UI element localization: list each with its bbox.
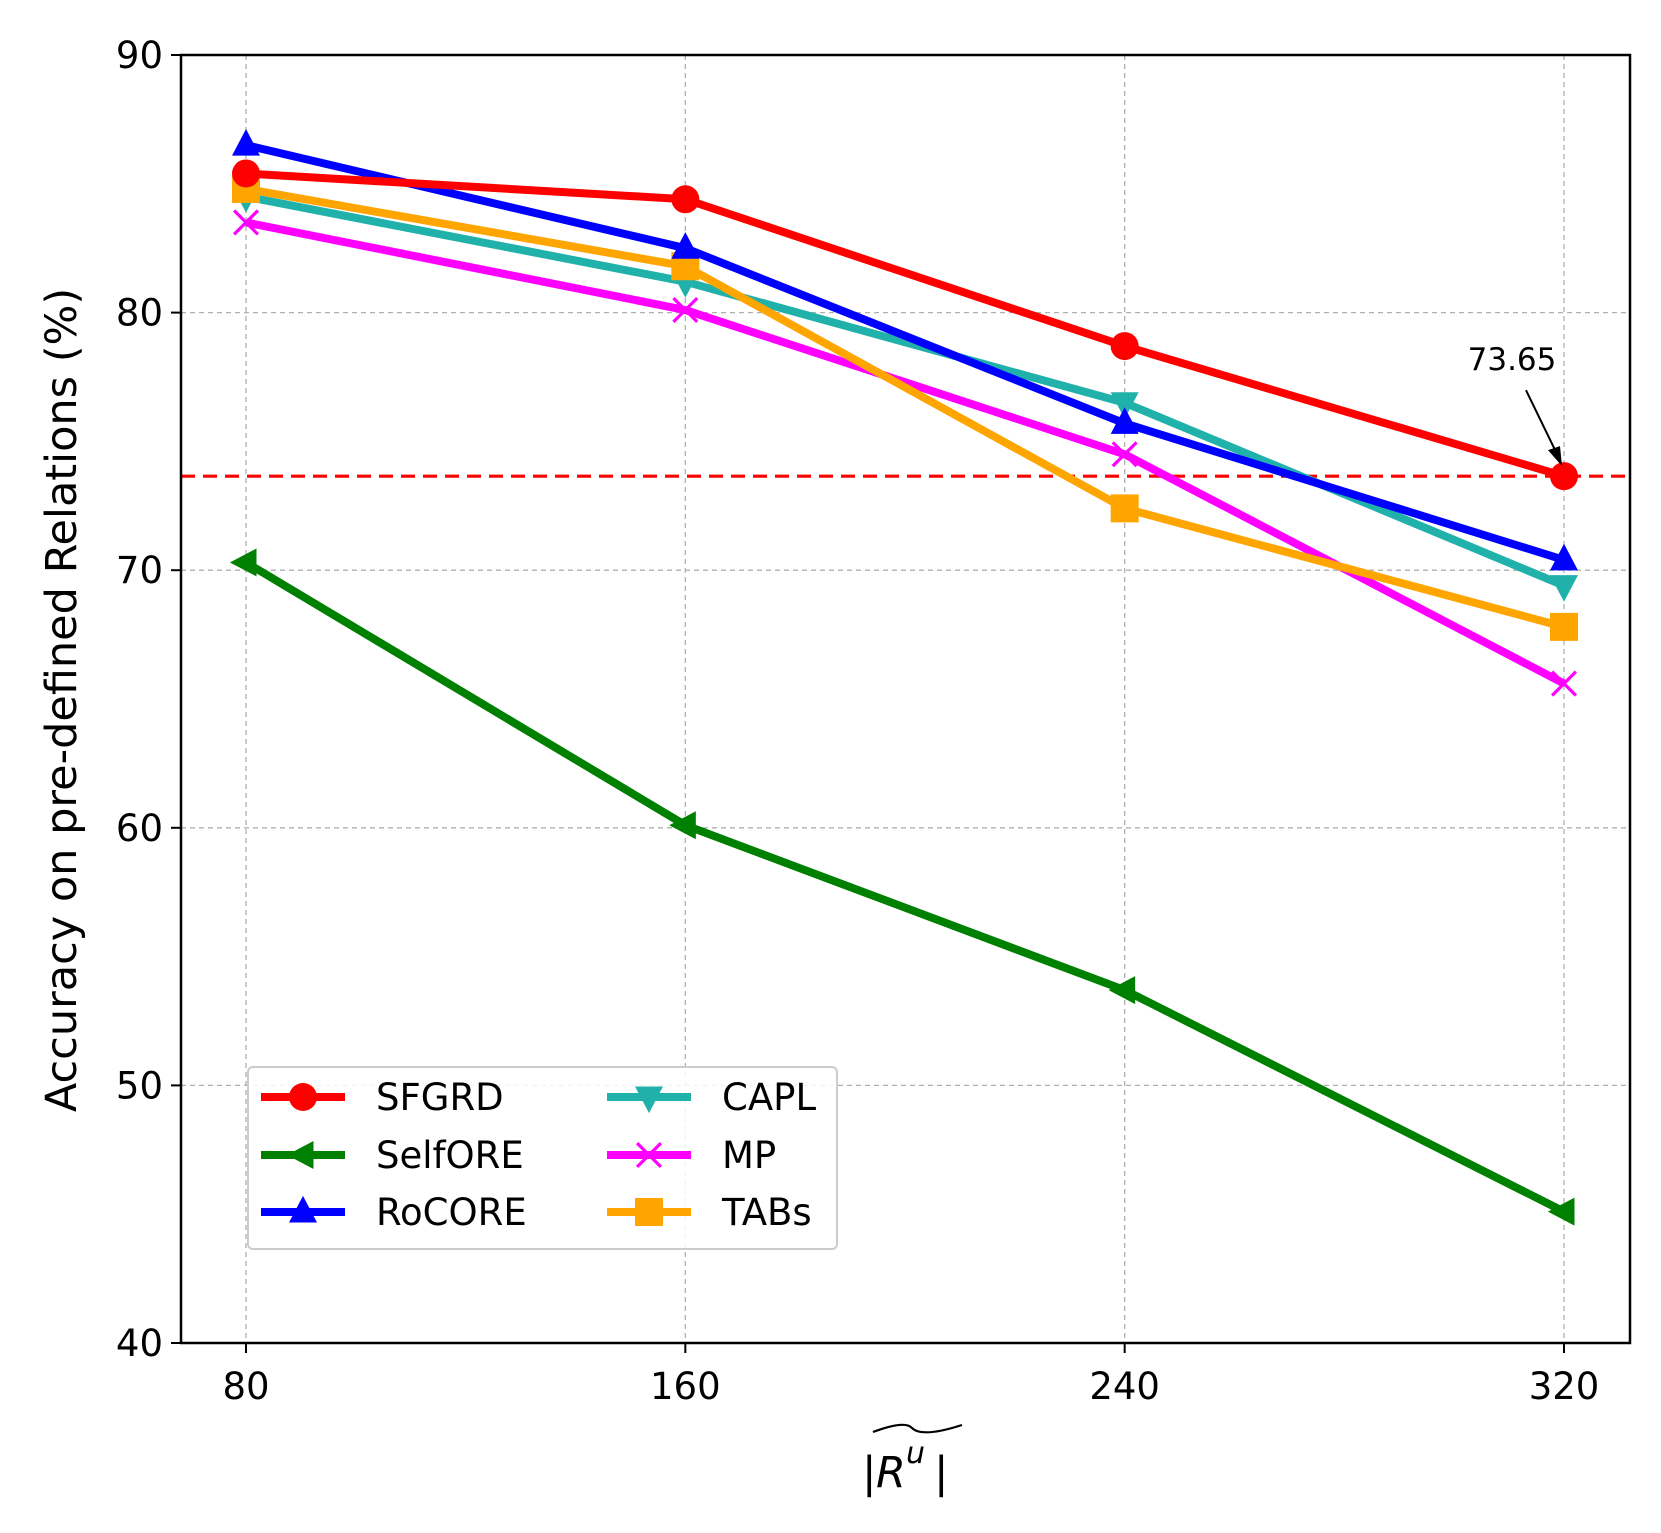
data-point	[1550, 462, 1578, 491]
legend-label: SFGRD	[376, 1076, 504, 1119]
data-point	[671, 185, 700, 214]
y-tick-label: 40	[116, 1322, 163, 1365]
legend-marker	[635, 1086, 663, 1114]
legend-label: RoCORE	[376, 1191, 527, 1234]
legend-marker	[635, 1198, 663, 1226]
series-mp	[232, 209, 1578, 697]
annotation-arrowhead	[1548, 446, 1562, 467]
legend: SFGRD SelfORE RoCORE CAPL MP TABs	[247, 1066, 838, 1250]
legend-box	[247, 1066, 838, 1250]
svg-text:|: |	[934, 1448, 949, 1498]
series-capl	[232, 186, 1578, 602]
data-point	[671, 232, 700, 259]
data-point	[672, 296, 699, 324]
data-point	[1110, 494, 1139, 523]
series-tabs	[232, 174, 1578, 641]
legend-label: CAPL	[722, 1076, 816, 1119]
data-point	[232, 129, 260, 156]
series-line	[245, 169, 1566, 481]
y-tick-label: 50	[116, 1064, 163, 1107]
x-tick-label: 240	[1089, 1365, 1160, 1408]
x-tick-label: 320	[1529, 1365, 1600, 1408]
series-rocore	[232, 129, 1578, 571]
data-point	[1111, 441, 1138, 468]
y-tick-label: 90	[116, 34, 163, 77]
legend-item-tabs: TABs	[607, 1191, 812, 1234]
legend-label: MP	[722, 1134, 776, 1177]
legend-marker	[289, 1195, 317, 1223]
series-group	[229, 129, 1578, 1226]
data-point	[232, 159, 260, 188]
axis-ticks: 80 160 240 320 40 50 60 70 80 90	[116, 34, 1599, 1408]
annotation-label: 73.65	[1468, 342, 1557, 378]
legend-marker	[635, 1141, 663, 1169]
legend-item-capl: CAPL	[607, 1076, 816, 1119]
data-point	[1110, 392, 1139, 419]
y-axis-title: Accuracy on pre-defined Relations (%)	[37, 288, 87, 1112]
x-axis-title-tilde	[872, 1423, 963, 1434]
data-point	[1110, 332, 1139, 361]
legend-item-rocore: RoCORE	[261, 1191, 527, 1234]
legend-label: TABs	[721, 1191, 812, 1234]
data-point	[1108, 976, 1136, 1005]
data-point	[1550, 670, 1578, 697]
annotation-group: 73.65	[1468, 342, 1562, 467]
plot-frame	[179, 53, 1632, 1345]
legend-marker	[286, 1141, 314, 1169]
series-line	[245, 185, 1566, 631]
data-point	[1550, 543, 1578, 571]
series-line	[243, 559, 1566, 1216]
data-point	[1550, 612, 1578, 641]
svg-text:u: u	[906, 1436, 925, 1471]
svg-text:R: R	[876, 1448, 906, 1498]
series-line	[245, 218, 1566, 688]
legend-marker	[289, 1083, 317, 1111]
data-point	[1547, 1197, 1575, 1226]
y-tick-label: 80	[116, 292, 163, 335]
data-point	[669, 811, 696, 840]
legend-item-mp: MP	[607, 1134, 776, 1177]
data-point	[1550, 575, 1578, 602]
series-selfore	[229, 548, 1575, 1226]
svg-text:|: |	[862, 1448, 877, 1498]
series-sfgrd	[232, 159, 1578, 491]
data-point	[229, 548, 257, 577]
data-point	[232, 209, 260, 236]
y-tick-label: 60	[116, 807, 163, 850]
legend-item-selfore: SelfORE	[261, 1134, 524, 1177]
y-tick-label: 70	[116, 549, 163, 592]
legend-label: SelfORE	[376, 1134, 524, 1177]
series-line	[245, 141, 1566, 564]
legend-item-sfgrd: SFGRD	[261, 1076, 504, 1119]
x-tick-label: 160	[650, 1365, 721, 1408]
x-axis-title: | R u |	[862, 1423, 963, 1498]
data-point	[1110, 407, 1139, 434]
x-tick-label: 80	[222, 1365, 269, 1408]
